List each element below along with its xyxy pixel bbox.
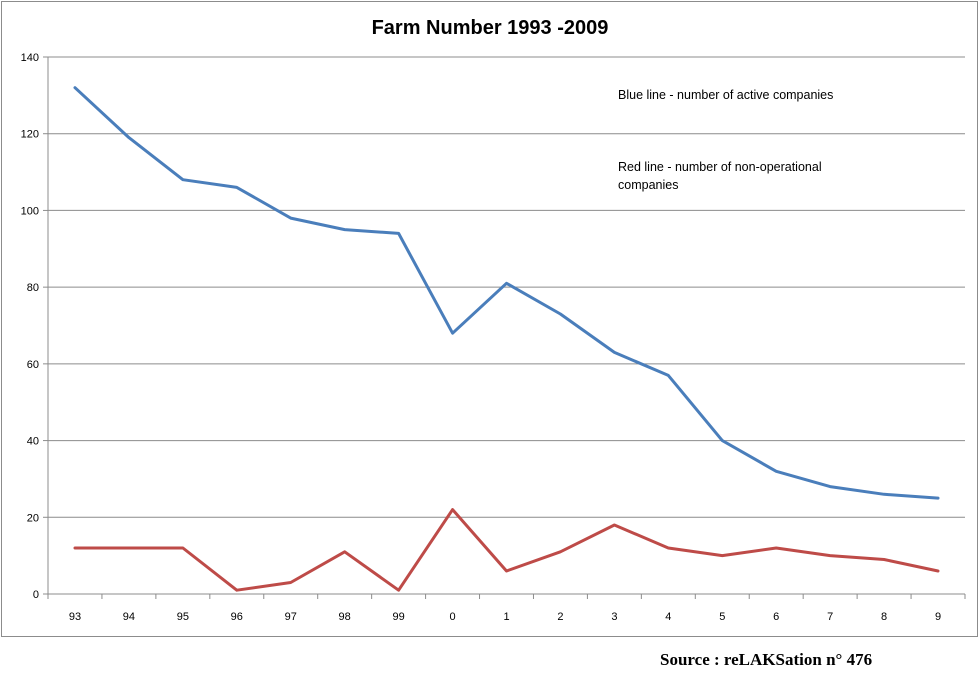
x-tick-label: 4 (665, 611, 671, 623)
source-note: Source : reLAKSation n° 476 (660, 650, 873, 669)
series-line-non-operational-companies (73, 508, 940, 592)
x-tick-label: 98 (339, 611, 351, 623)
x-tick-label: 5 (719, 611, 725, 623)
x-tick-label: 96 (231, 611, 243, 623)
line-chart: Farm Number 1993 -2009 02040608010012014… (21, 17, 966, 623)
annotation-blue-line: Blue line - number of active companies (618, 88, 833, 102)
chart-title: Farm Number 1993 -2009 (372, 17, 609, 39)
axes (43, 56, 966, 599)
x-tick-label: 1 (503, 611, 509, 623)
y-tick-label: 60 (27, 359, 39, 371)
series-lines (73, 86, 940, 592)
y-axis-tick-labels: 0 20 40 60 80 100 120 140 (21, 52, 39, 601)
series-line-active-companies (73, 86, 940, 500)
x-tick-label: 97 (285, 611, 297, 623)
gridlines (48, 56, 965, 518)
x-tick-label: 93 (69, 611, 81, 623)
x-tick-label: 94 (123, 611, 135, 623)
y-tick-label: 140 (21, 52, 39, 64)
x-tick-label: 99 (392, 611, 404, 623)
x-tick-label: 2 (557, 611, 563, 623)
x-tick-label: 6 (773, 611, 779, 623)
y-tick-label: 100 (21, 205, 39, 217)
y-tick-label: 40 (27, 436, 39, 448)
x-tick-label: 0 (449, 611, 455, 623)
y-tick-label: 0 (33, 589, 39, 601)
x-tick-label: 3 (611, 611, 617, 623)
x-tick-label: 7 (827, 611, 833, 623)
x-axis-tick-labels: 93 94 95 96 97 98 99 0 1 2 3 4 5 6 7 8 9 (69, 611, 941, 623)
x-tick-label: 95 (177, 611, 189, 623)
y-tick-label: 120 (21, 129, 39, 141)
y-tick-label: 80 (27, 282, 39, 294)
annotation-red-line: Red line - number of non-operational (618, 160, 822, 174)
y-tick-label: 20 (27, 512, 39, 524)
annotation-red-line-continued: companies (618, 178, 678, 192)
x-tick-label: 8 (881, 611, 887, 623)
chart-frame (1, 1, 978, 637)
x-tick-label: 9 (935, 611, 941, 623)
